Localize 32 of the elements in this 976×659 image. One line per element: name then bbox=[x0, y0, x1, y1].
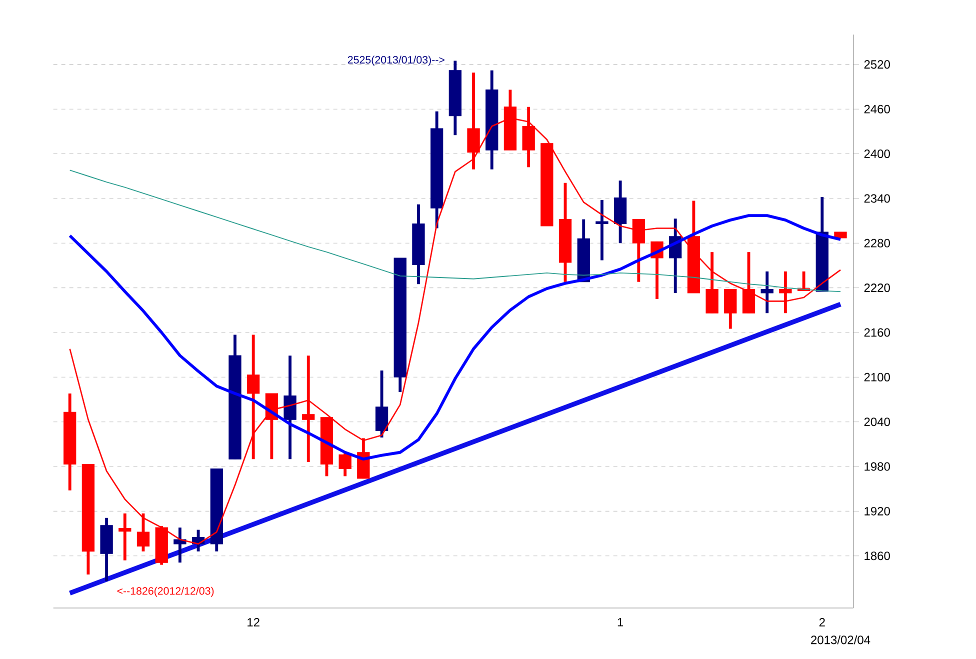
annotation: <--1826(2012/12/03) bbox=[117, 587, 214, 597]
annotation: 2525(2013/01/03)--> bbox=[348, 56, 444, 66]
candlestick bbox=[284, 354, 296, 461]
x-tick-label: 2013/02/04 bbox=[811, 636, 870, 644]
y-tick-label: 2460 bbox=[864, 105, 890, 114]
candlestick bbox=[247, 333, 260, 461]
candlestick bbox=[118, 512, 132, 562]
y-tick-label: 2160 bbox=[864, 328, 890, 337]
candlestick bbox=[724, 288, 737, 330]
candlestick bbox=[706, 250, 718, 315]
x-tick-label: 1 bbox=[618, 618, 624, 626]
y-tick-label: 1980 bbox=[864, 462, 890, 471]
y-tick-label: 1920 bbox=[864, 507, 890, 516]
y-tick-label: 2520 bbox=[864, 60, 890, 69]
candlestick bbox=[375, 369, 388, 440]
y-tick-label: 2340 bbox=[864, 194, 890, 203]
x-tick-label: 2 bbox=[819, 618, 825, 627]
candlestick bbox=[302, 354, 315, 464]
candlestick bbox=[742, 250, 756, 315]
y-tick-label: 2040 bbox=[864, 418, 890, 426]
y-tick-label: 2400 bbox=[864, 150, 890, 158]
x-tick-label: 12 bbox=[248, 618, 260, 627]
y-tick-label: 2220 bbox=[864, 284, 890, 292]
candlestick bbox=[596, 198, 608, 262]
y-tick-label: 2100 bbox=[864, 373, 890, 382]
line-series bbox=[68, 214, 842, 461]
candlestick bbox=[632, 218, 645, 284]
y-tick-label: 2280 bbox=[864, 239, 890, 248]
candlestick bbox=[760, 270, 774, 315]
candlestick bbox=[779, 270, 792, 315]
candlestick bbox=[174, 526, 186, 564]
y-tick-label: 1860 bbox=[864, 552, 890, 560]
